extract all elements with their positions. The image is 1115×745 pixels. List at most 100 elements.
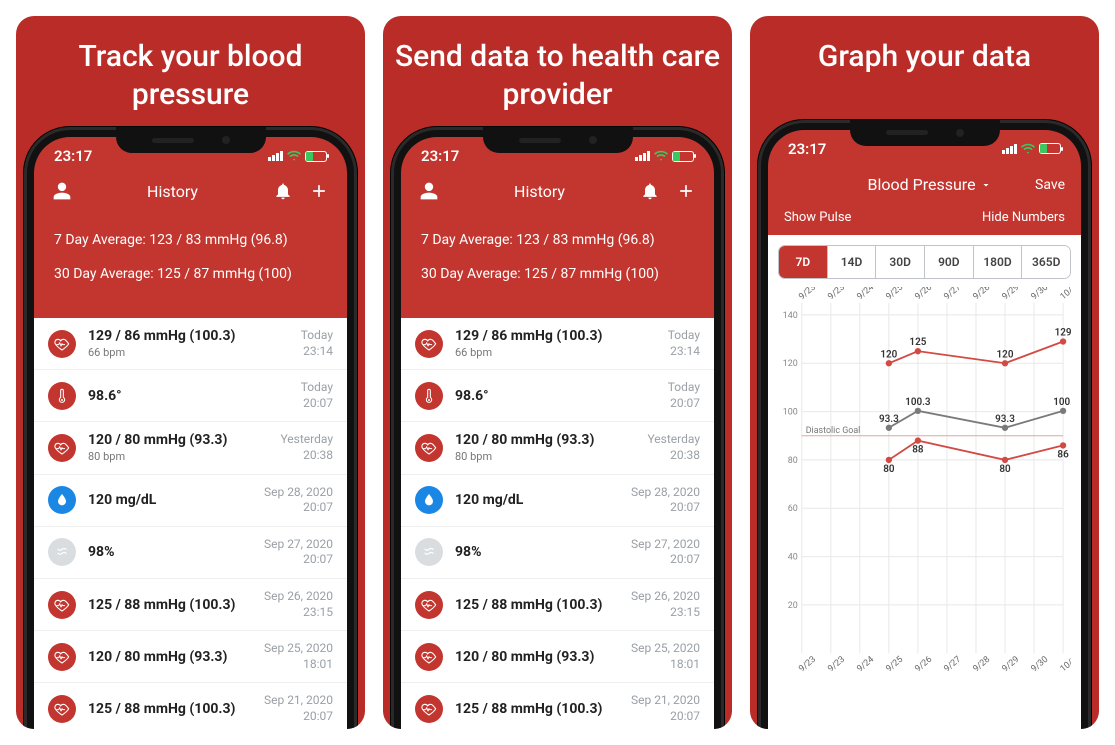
svg-text:9/30: 9/30 bbox=[1030, 654, 1051, 674]
reading-row[interactable]: 125 / 88 mmHg (100.3) Sep 21, 202020:07 bbox=[401, 683, 714, 729]
oxy-icon bbox=[48, 538, 76, 566]
svg-text:9/23: 9/23 bbox=[826, 654, 847, 674]
svg-text:100: 100 bbox=[783, 407, 798, 417]
range-tab-7D[interactable]: 7D bbox=[779, 246, 827, 278]
reading-time: Today20:07 bbox=[668, 380, 700, 411]
reading-value: 98% bbox=[455, 544, 631, 560]
notifications-icon[interactable] bbox=[273, 181, 293, 201]
svg-text:80: 80 bbox=[883, 463, 895, 474]
range-tab-90D[interactable]: 90D bbox=[924, 246, 973, 278]
heart-icon bbox=[48, 695, 76, 723]
heart-icon bbox=[415, 330, 443, 358]
range-tab-180D[interactable]: 180D bbox=[973, 246, 1022, 278]
reading-value: 125 / 88 mmHg (100.3) bbox=[88, 597, 264, 613]
reading-row[interactable]: 125 / 88 mmHg (100.3) Sep 21, 202020:07 bbox=[34, 683, 347, 729]
heart-icon bbox=[415, 643, 443, 671]
reading-sub: 66 bpm bbox=[88, 346, 301, 359]
svg-text:9/24: 9/24 bbox=[855, 287, 876, 302]
range-tab-30D[interactable]: 30D bbox=[875, 246, 924, 278]
svg-text:9/29: 9/29 bbox=[1001, 654, 1022, 674]
reading-value: 129 / 86 mmHg (100.3) bbox=[88, 328, 301, 344]
reading-row[interactable]: 98.6° Today20:07 bbox=[401, 370, 714, 422]
reading-row[interactable]: 98% Sep 27, 202020:07 bbox=[401, 527, 714, 579]
nav-title-dropdown[interactable]: Blood Pressure bbox=[868, 175, 992, 194]
nav-title: History bbox=[147, 182, 198, 201]
phone-frame: 23:17 History 7 Day Average: 123 / 83 mm… bbox=[24, 127, 357, 729]
range-tab-14D[interactable]: 14D bbox=[827, 246, 876, 278]
phone-notch bbox=[116, 127, 266, 153]
heart-icon bbox=[48, 434, 76, 462]
reading-row[interactable]: 120 mg/dL Sep 28, 202020:07 bbox=[34, 475, 347, 527]
promo-headline: Track your blood pressure bbox=[16, 16, 365, 127]
status-time: 23:17 bbox=[421, 147, 459, 165]
reading-time: Yesterday20:38 bbox=[647, 432, 700, 463]
svg-text:9/26: 9/26 bbox=[913, 287, 934, 302]
profile-icon[interactable] bbox=[419, 181, 439, 201]
reading-row[interactable]: 98.6° Today20:07 bbox=[34, 370, 347, 422]
save-button[interactable]: Save bbox=[1035, 177, 1065, 193]
wifi-icon bbox=[654, 149, 668, 163]
reading-time: Sep 27, 202020:07 bbox=[264, 537, 333, 568]
svg-text:100.: 100. bbox=[1053, 396, 1071, 407]
reading-value: 120 / 80 mmHg (93.3) bbox=[88, 432, 280, 448]
reading-time: Yesterday20:38 bbox=[280, 432, 333, 463]
reading-row[interactable]: 120 mg/dL Sep 28, 202020:07 bbox=[401, 475, 714, 527]
phone-notch bbox=[850, 120, 1000, 146]
add-reading-icon[interactable] bbox=[309, 181, 329, 201]
nav-bar: Blood Pressure Save bbox=[768, 168, 1081, 202]
readings-list[interactable]: 129 / 86 mmHg (100.3) 66 bpm Today23:14 … bbox=[401, 318, 714, 729]
reading-value: 120 mg/dL bbox=[88, 492, 264, 508]
reading-row[interactable]: 120 / 80 mmHg (93.3) Sep 25, 202018:01 bbox=[34, 631, 347, 683]
svg-text:9/23: 9/23 bbox=[826, 287, 847, 302]
svg-text:93.3: 93.3 bbox=[879, 413, 899, 424]
reading-value: 129 / 86 mmHg (100.3) bbox=[455, 328, 668, 344]
heart-icon bbox=[415, 591, 443, 619]
add-reading-icon[interactable] bbox=[676, 181, 696, 201]
heart-icon bbox=[48, 643, 76, 671]
reading-value: 120 / 80 mmHg (93.3) bbox=[455, 649, 631, 665]
reading-row[interactable]: 120 / 80 mmHg (93.3) 80 bpm Yesterday20:… bbox=[34, 422, 347, 474]
reading-value: 98.6° bbox=[88, 388, 301, 404]
status-indicators bbox=[268, 149, 327, 163]
reading-value: 125 / 88 mmHg (100.3) bbox=[455, 597, 631, 613]
battery-icon bbox=[305, 151, 327, 162]
reading-value: 120 / 80 mmHg (93.3) bbox=[455, 432, 647, 448]
readings-list[interactable]: 129 / 86 mmHg (100.3) 66 bpm Today23:14 … bbox=[34, 318, 347, 729]
reading-row[interactable]: 129 / 86 mmHg (100.3) 66 bpm Today23:14 bbox=[401, 318, 714, 370]
reading-row[interactable]: 125 / 88 mmHg (100.3) Sep 26, 202023:15 bbox=[34, 579, 347, 631]
reading-time: Today20:07 bbox=[301, 380, 333, 411]
hide-numbers-button[interactable]: Hide Numbers bbox=[982, 210, 1065, 225]
oxy-icon bbox=[415, 538, 443, 566]
svg-text:125: 125 bbox=[909, 337, 926, 348]
reading-row[interactable]: 120 / 80 mmHg (93.3) 80 bpm Yesterday20:… bbox=[401, 422, 714, 474]
promo-panel-2: Send data to health care provider 23:17 … bbox=[383, 16, 732, 729]
svg-text:9/23: 9/23 bbox=[797, 654, 818, 674]
nav-title: History bbox=[514, 182, 565, 201]
wifi-icon bbox=[1021, 142, 1035, 156]
profile-icon[interactable] bbox=[52, 181, 72, 201]
reading-value: 120 mg/dL bbox=[455, 492, 631, 508]
status-indicators bbox=[1002, 142, 1061, 156]
app-screen-graph: 23:17 Blood Pressure Save Show Pulse Hid… bbox=[768, 130, 1081, 730]
svg-text:9/26: 9/26 bbox=[913, 654, 934, 674]
signal-icon bbox=[635, 151, 650, 161]
svg-text:9/28: 9/28 bbox=[971, 287, 992, 302]
wifi-icon bbox=[287, 149, 301, 163]
reading-value: 125 / 88 mmHg (100.3) bbox=[88, 701, 264, 717]
reading-row[interactable]: 129 / 86 mmHg (100.3) 66 bpm Today23:14 bbox=[34, 318, 347, 370]
svg-text:9/25: 9/25 bbox=[884, 287, 905, 302]
reading-sub: 80 bpm bbox=[88, 450, 280, 463]
avg-30-day: 30 Day Average: 125 / 87 mmHg (100) bbox=[54, 266, 327, 282]
notifications-icon[interactable] bbox=[640, 181, 660, 201]
reading-time: Sep 26, 202023:15 bbox=[631, 589, 700, 620]
show-pulse-button[interactable]: Show Pulse bbox=[784, 210, 851, 225]
reading-row[interactable]: 120 / 80 mmHg (93.3) Sep 25, 202018:01 bbox=[401, 631, 714, 683]
reading-row[interactable]: 98% Sep 27, 202020:07 bbox=[34, 527, 347, 579]
drop-icon bbox=[48, 486, 76, 514]
heart-icon bbox=[48, 330, 76, 358]
range-tab-365D[interactable]: 365D bbox=[1021, 246, 1070, 278]
reading-row[interactable]: 125 / 88 mmHg (100.3) Sep 26, 202023:15 bbox=[401, 579, 714, 631]
heart-icon bbox=[48, 591, 76, 619]
range-segmented-control[interactable]: 7D14D30D90D180D365D bbox=[778, 245, 1071, 279]
reading-sub: 80 bpm bbox=[455, 450, 647, 463]
